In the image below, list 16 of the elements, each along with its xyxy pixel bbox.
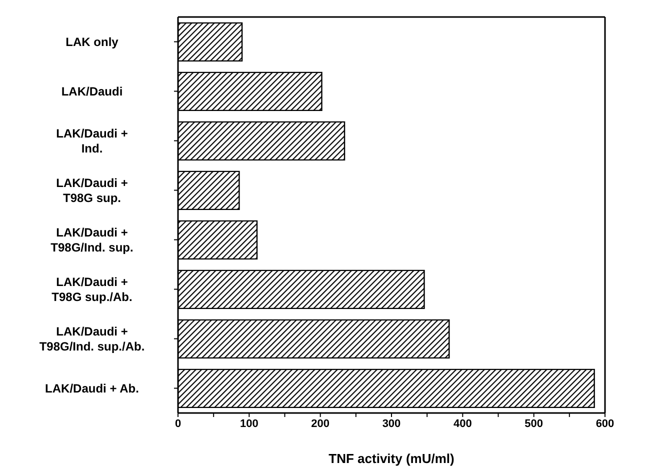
- x-tick-label: 400: [453, 418, 472, 430]
- y-tick-label: LAK/Daudi + T98G sup.: [56, 176, 128, 205]
- y-tick-label: LAK/Daudi + Ind.: [56, 126, 128, 156]
- x-tick-label: 500: [524, 418, 544, 430]
- x-tick-label: 600: [596, 418, 614, 430]
- y-tick-label: LAK/Daudi + T98G/Ind. sup.: [50, 225, 134, 254]
- y-tick-label: LAK only: [66, 34, 119, 49]
- x-tick-label: 100: [240, 418, 258, 430]
- x-tick-label: 300: [382, 418, 401, 430]
- y-tick-label: LAK/Daudi + Ab.: [45, 381, 139, 396]
- y-tick-label: LAK/Daudi + T98G sup./Ab.: [52, 274, 132, 304]
- x-tick-label: 200: [311, 418, 330, 430]
- x-axis-title: TNF activity (mU/ml): [328, 451, 454, 466]
- x-tick-label: 0: [174, 418, 182, 430]
- y-tick-label: LAK/Daudi: [61, 84, 123, 98]
- y-tick-label: LAK/Daudi + T98G/Ind. sup./Ab.: [39, 324, 145, 354]
